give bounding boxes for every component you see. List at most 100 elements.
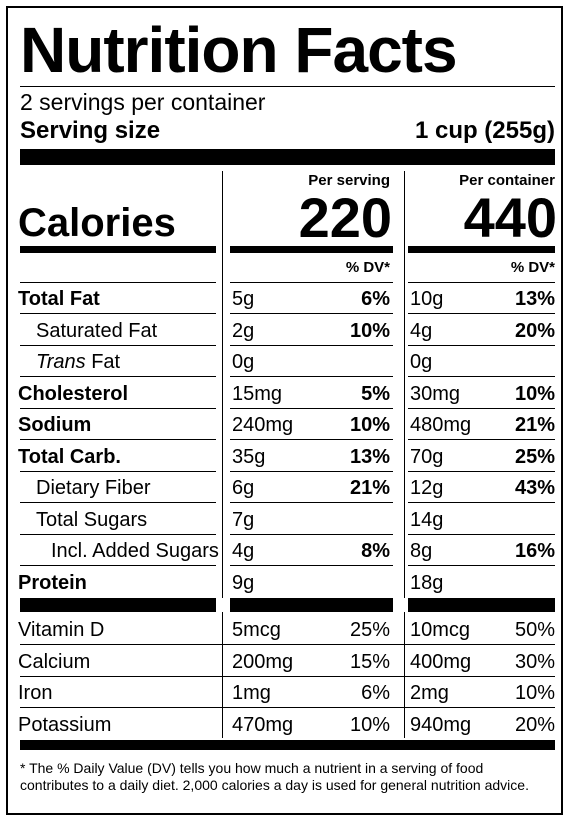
serving-amount: 2g [232,319,255,342]
serving-amount: 5mcg [232,619,281,641]
vitamin-row: Iron 1mg 6% 2mg 10% [8,677,565,708]
servings-per-container: 2 servings per container [20,89,266,115]
row-divider [20,565,216,566]
nutrient-name: Incl. Added Sugars [51,540,219,562]
row-divider [20,644,555,645]
nutrient-name: Protein [18,571,87,594]
serving-amount: 240mg [232,414,294,436]
nutrient-name-italic: Trans [36,351,86,373]
row-divider [20,313,216,314]
nutrient-name: Total Sugars [36,508,148,531]
serving-dv: 6% [361,682,390,704]
nutrient-row: Saturated Fat 2g 10% 4g 20% [8,315,565,346]
nutrient-row: Protein 9g 18g [8,567,565,598]
container-dv: 50% [514,619,555,641]
serving-dv: 10% [349,319,390,342]
nutrient-name: Saturated Fat [36,319,158,342]
row-divider [230,407,393,409]
serving-amount: 6g [232,477,255,499]
serving-amount: 470mg [232,713,294,736]
container-amount: 70g [410,445,444,468]
nutrient-row: Cholesterol 15mg 5% 30mg 10% [8,378,565,409]
row-divider [20,707,555,708]
row-divider [230,533,393,535]
container-dv: 10% [514,382,555,405]
container-amount: 8g [410,540,433,562]
container-amount: 30mg [410,382,461,405]
dv-header-container: % DV* [510,259,555,276]
row-divider [20,376,216,377]
vitamin-name: Calcium [18,650,91,673]
nutrient-name-rest: Fat [85,351,121,373]
row-divider [20,533,216,535]
row-divider [408,313,555,314]
vitamin-name: Iron [18,682,53,704]
vitamin-row: Vitamin D 5mcg 25% 10mcg 50% [8,614,565,645]
nutrient-name: Dietary Fiber [36,477,151,499]
thick-divider-mid [230,598,393,612]
nutrient-name: Cholesterol [18,382,129,405]
row-divider [408,470,555,472]
row-divider [230,439,393,440]
serving-amount: 1mg [232,682,271,704]
row-divider [20,502,216,503]
nutrient-row: Dietary Fiber 6g 21% 12g 43% [8,472,565,503]
row-divider [20,439,216,440]
serving-size-label: Serving size [20,117,161,144]
container-amount: 14g [410,508,444,531]
nutrient-row: Total Sugars 7g 14g [8,504,565,535]
container-dv: 10% [514,682,555,704]
nutrient-name: Sodium [18,414,92,436]
container-amount: 2mg [410,682,449,704]
column-separator [404,612,405,738]
nutrient-row: Total Carb. 35g 13% 70g 25% [8,441,565,472]
container-dv: 13% [514,288,555,310]
row-divider [230,502,393,503]
vitamin-row: Potassium 470mg 10% 940mg 20% [8,709,565,740]
row-divider [20,407,216,409]
container-amount: 4g [410,319,433,342]
container-amount: 400mg [410,650,472,673]
calories-per-serving: 220 [298,186,392,249]
serving-amount: 15mg [232,382,283,405]
calories-rule [20,246,216,253]
footnote: * The % Daily Value (DV) tells you how m… [20,760,529,793]
serving-dv: 6% [361,288,390,310]
label-title: Nutrition Facts [20,14,458,86]
row-divider [408,502,555,503]
column-separator [222,171,223,598]
serving-dv: 13% [349,445,390,468]
row-divider [230,470,393,472]
container-dv: 30% [514,650,555,673]
row-divider [230,565,393,566]
row-divider [408,407,555,409]
container-amount: 18g [410,571,444,594]
row-divider [230,376,393,377]
container-dv: 43% [514,477,555,499]
per-container-header: Per container [459,172,555,189]
container-amount: 480mg [410,414,472,436]
row-divider [20,470,216,472]
row-divider [230,282,393,283]
thick-divider-top [20,149,555,165]
nutrient-name: Trans Fat [36,350,120,374]
container-dv: 21% [514,414,555,436]
calories-per-container: 440 [463,186,557,249]
container-dv: 16% [514,540,555,562]
thick-divider-bottom [20,740,555,750]
title-divider [20,86,555,87]
serving-dv: 25% [349,619,390,641]
nutrient-row: Total Fat 5g 6% 10g 13% [8,283,565,314]
container-dv: 25% [514,445,555,468]
container-dv: 20% [514,319,555,342]
container-amount: 0g [410,351,433,373]
nutrient-row: Incl. Added Sugars 4g 8% 8g 16% [8,535,565,566]
row-divider [408,565,555,566]
serving-dv: 21% [349,477,390,499]
thick-divider-mid [20,598,216,612]
row-divider [230,344,393,346]
nutrient-name: Total Fat [18,288,100,310]
dv-header-serving: % DV* [345,259,390,276]
calories-label: Calories [18,201,176,245]
serving-dv: 10% [349,713,390,736]
